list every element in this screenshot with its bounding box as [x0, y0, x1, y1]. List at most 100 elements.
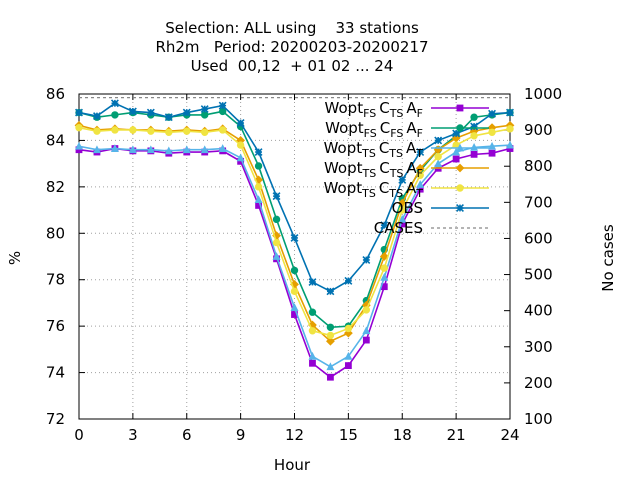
legend-label-part: A	[406, 139, 417, 157]
legend-label-part: TS	[389, 167, 404, 180]
data-point	[290, 233, 299, 242]
legend-label-part: A	[406, 179, 417, 197]
data-point-core	[112, 100, 118, 106]
y2-axis-label: No cases	[599, 224, 617, 292]
data-point-core	[130, 109, 136, 114]
data-point	[146, 108, 155, 117]
series-4	[75, 123, 514, 340]
data-point-core	[417, 149, 423, 155]
data-point	[398, 220, 406, 228]
chart-title: Selection: ALL using 33 stations Rh2m Pe…	[155, 19, 428, 75]
legend-label-part: C	[380, 119, 390, 137]
x-tick-label: 21	[447, 426, 466, 444]
x-tick-label: 3	[128, 426, 138, 444]
legend-label-part: C	[379, 139, 389, 157]
data-point	[362, 256, 371, 264]
data-point	[147, 127, 155, 135]
legend-label: WoptTS CTS AT	[324, 139, 424, 160]
legend-label: WoptTS CTS AT	[324, 179, 424, 200]
legend-label-part: TS	[361, 187, 376, 200]
legend-label-part: CASES	[374, 219, 423, 237]
data-point	[308, 351, 317, 360]
data-point	[254, 175, 263, 185]
legend-label: CASES	[374, 219, 423, 237]
data-point	[379, 252, 389, 261]
data-point	[488, 149, 496, 157]
y2-tick-label: 300	[524, 338, 553, 356]
y-tick-label: 80	[46, 224, 65, 242]
title-line-3: Used 00,12 + 01 02 ... 24	[191, 57, 394, 75]
data-point	[398, 175, 407, 184]
y2-tick-label: 900	[524, 121, 553, 139]
data-point	[344, 324, 353, 333]
data-point	[452, 147, 461, 156]
data-point-core	[489, 111, 495, 117]
series-line	[78, 102, 511, 293]
data-point	[326, 323, 335, 332]
data-point	[236, 153, 245, 162]
legend-label: WoptFS CTS AF	[325, 99, 423, 120]
data-point-core	[166, 114, 172, 120]
title-line-1: Selection: ALL using 33 stations	[165, 19, 419, 37]
data-point-core	[457, 205, 463, 211]
data-point	[218, 107, 227, 116]
title-line-2: Rh2m Period: 20200203-20200217	[155, 38, 428, 56]
x-tick-label: 6	[182, 426, 192, 444]
x-tick-label: 0	[74, 426, 84, 444]
y-tick-label: 86	[46, 85, 65, 103]
legend-label-part: TS	[361, 147, 376, 160]
data-point	[326, 331, 335, 340]
data-point-core	[76, 110, 82, 115]
data-point	[488, 141, 497, 150]
legend-entry-0: WoptFS CTS AF	[325, 99, 489, 120]
data-point-core	[256, 149, 261, 155]
data-point	[344, 276, 353, 285]
data-point	[128, 107, 137, 116]
data-point	[362, 306, 371, 314]
data-point	[165, 128, 173, 137]
y2-tick-label: 400	[524, 302, 553, 320]
legend-label-part: TS	[362, 167, 377, 180]
legend-entry-2: WoptTS CTS AT	[324, 139, 489, 160]
x-tick-label: 18	[393, 426, 412, 444]
data-point	[92, 112, 101, 121]
legend-entry-4: WoptTS CTS AT	[324, 179, 489, 200]
data-point	[380, 221, 389, 230]
data-point	[308, 278, 317, 287]
data-point-core	[274, 193, 279, 199]
data-point	[200, 145, 209, 154]
legend-label-part: Wopt	[325, 99, 364, 117]
y2-tick-label: 1000	[524, 85, 562, 103]
data-point	[255, 202, 262, 209]
data-point	[434, 136, 443, 145]
legend-label-part: TS	[389, 107, 404, 120]
data-point	[456, 204, 464, 212]
data-point	[201, 128, 209, 137]
data-point	[272, 192, 281, 201]
data-point	[254, 183, 263, 191]
x-tick-label: 9	[236, 426, 246, 444]
data-point	[380, 272, 389, 281]
data-point	[452, 155, 460, 163]
legend-entry-5: OBS	[392, 199, 489, 217]
data-point	[397, 198, 407, 208]
data-point	[488, 109, 497, 118]
data-point-core	[453, 131, 459, 136]
legend-label-part: C	[379, 99, 389, 117]
legend-label-part: OBS	[392, 199, 423, 217]
data-point	[129, 126, 137, 134]
data-point	[326, 287, 335, 296]
data-point	[470, 132, 478, 140]
data-point	[398, 214, 407, 223]
data-point	[451, 133, 461, 143]
legend-label-part: A	[406, 99, 417, 117]
data-point	[416, 171, 424, 179]
legend-label-part: Wopt	[324, 139, 363, 157]
axes: 0 3 6 9 12 15 18 21 24 72 74 76 78 80 82 84 86 100 200 300 4…	[46, 85, 562, 444]
series-1	[75, 107, 514, 332]
data-point	[110, 99, 119, 108]
data-point-core	[345, 278, 351, 284]
data-point	[488, 128, 496, 137]
data-point-core	[363, 257, 369, 263]
